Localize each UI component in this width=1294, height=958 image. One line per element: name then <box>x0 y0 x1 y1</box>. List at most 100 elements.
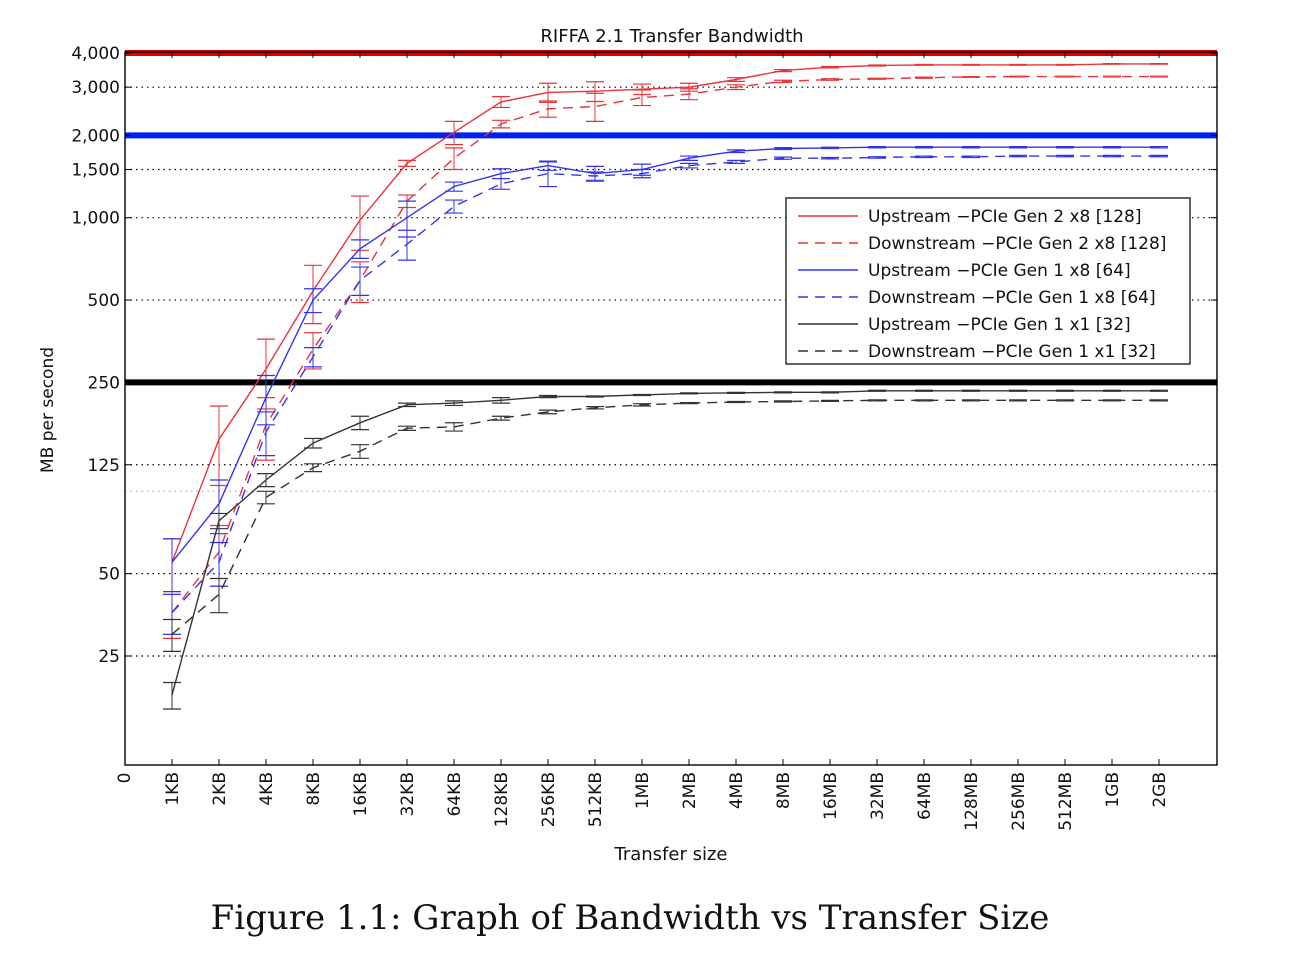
y-axis-ticks: 25 50 125 250 500 1,000 1,500 2,000 3,000 4,000 0 <box>71 44 1217 783</box>
error-bar <box>680 155 698 161</box>
error-bar <box>1103 62 1121 65</box>
x-tick-label: 8MB <box>774 772 794 809</box>
error-bar <box>1150 145 1168 149</box>
x-tick-label: 512KB <box>586 772 606 827</box>
error-bar <box>1056 63 1074 66</box>
x-tick-label: 2MB <box>680 772 700 809</box>
y-tick-label: 50 <box>98 565 120 585</box>
error-bar <box>539 394 557 399</box>
error-bar <box>210 577 228 614</box>
error-bar <box>1056 145 1074 149</box>
error-bar <box>445 181 463 192</box>
error-bar <box>868 156 886 159</box>
error-bar <box>727 159 745 164</box>
error-bar <box>727 149 745 154</box>
x-tick-label: 256MB <box>1009 772 1029 831</box>
error-bar <box>586 92 604 122</box>
y-tick-label: 250 <box>88 373 120 393</box>
error-bar <box>868 145 886 149</box>
error-bar <box>868 389 886 392</box>
error-bar <box>492 168 510 180</box>
error-bar <box>633 393 651 397</box>
x-tick-label: 2GB <box>1150 772 1170 808</box>
plot-frame <box>124 51 1218 766</box>
series-line <box>171 146 1159 563</box>
error-bar <box>774 146 792 151</box>
error-bar <box>210 512 228 530</box>
error-bar <box>351 444 369 459</box>
error-bar <box>680 88 698 101</box>
error-bar <box>821 78 839 81</box>
error-bar <box>257 473 275 488</box>
error-bar <box>1103 145 1121 149</box>
error-bar <box>1150 62 1168 65</box>
error-bar <box>445 199 463 214</box>
x-tick-label: 128MB <box>962 772 982 831</box>
series-6 <box>163 399 1168 652</box>
error-bar <box>586 405 604 410</box>
x-tick-label: 16KB <box>351 772 371 816</box>
y-tick-label: 2,000 <box>71 126 120 146</box>
series-line <box>171 63 1159 563</box>
y-tick-label: 25 <box>98 647 120 667</box>
y-tick-label: 3,000 <box>71 78 120 98</box>
x-tick-label: 2KB <box>210 772 230 806</box>
error-bar <box>351 266 369 297</box>
error-bar <box>445 422 463 432</box>
error-bar <box>774 391 792 394</box>
x-tick-label: 4KB <box>257 772 277 806</box>
legend-entry: Downstream −PCIe Gen 1 x1 [32] <box>868 342 1156 362</box>
error-bar <box>163 538 181 593</box>
error-bar <box>680 401 698 405</box>
y-zero-label: 0 <box>115 773 135 784</box>
error-bar <box>492 96 510 109</box>
error-bar <box>1103 399 1121 402</box>
error-bar <box>1009 145 1027 149</box>
error-bar <box>398 229 416 261</box>
error-bar <box>962 145 980 149</box>
error-bar <box>586 171 604 181</box>
error-bar <box>727 391 745 394</box>
error-bar <box>1056 154 1074 158</box>
error-bar <box>915 145 933 149</box>
error-bar <box>1103 389 1121 392</box>
error-bar <box>539 100 557 118</box>
x-tick-label: 16MB <box>821 772 841 820</box>
error-bar <box>492 415 510 421</box>
error-bar <box>1056 399 1074 402</box>
error-bar <box>163 681 181 710</box>
x-tick-label: 8KB <box>304 772 324 806</box>
x-tick-label: 128KB <box>492 772 512 827</box>
error-bar <box>257 490 275 505</box>
error-bar <box>1009 154 1027 158</box>
series-5 <box>163 389 1168 710</box>
error-bar <box>774 400 792 403</box>
error-bar <box>210 405 228 487</box>
error-bar <box>351 239 369 260</box>
error-bar <box>821 146 839 150</box>
error-bar <box>962 399 980 402</box>
error-bar <box>539 161 557 188</box>
legend-entry: Upstream −PCIe Gen 1 x1 [32] <box>868 315 1131 335</box>
error-bar <box>633 89 651 107</box>
series-line <box>171 399 1159 635</box>
error-bar <box>915 399 933 402</box>
data-series <box>163 62 1168 710</box>
error-bar <box>1150 75 1168 78</box>
error-bar <box>915 76 933 79</box>
error-bar <box>1150 399 1168 402</box>
x-axis-label: Transfer size <box>613 844 727 865</box>
error-bar <box>1150 154 1168 158</box>
error-bar <box>1056 389 1074 392</box>
error-bar <box>1009 63 1027 66</box>
error-bar <box>962 75 980 78</box>
error-bar <box>1150 389 1168 392</box>
error-bar <box>1103 75 1121 78</box>
x-tick-label: 32KB <box>398 772 418 816</box>
error-bar <box>492 177 510 190</box>
error-bar <box>163 618 181 652</box>
legend-entry: Upstream −PCIe Gen 1 x8 [64] <box>868 261 1131 281</box>
error-bar <box>586 395 604 398</box>
x-tick-label: 32MB <box>868 772 888 820</box>
x-axis-ticks: 1KB 2KB 4KB 8KB 16KB 32KB 64KB 128KB 256KB 512KB 1… <box>163 52 1170 831</box>
